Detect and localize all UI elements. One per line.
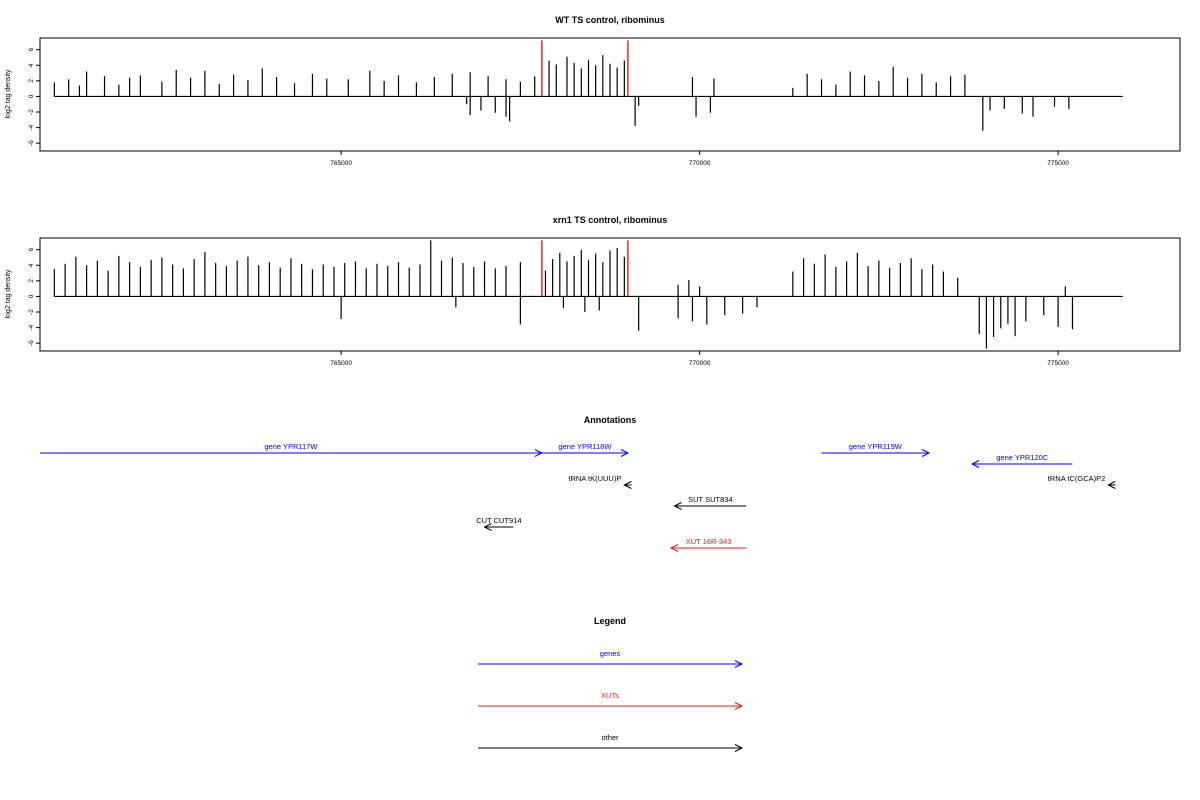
xrn1-x-tick-label: 770000 [689, 360, 711, 367]
annotation-feature: gene YPR119W [821, 442, 931, 457]
annotation-label: tRNA tK(UUU)P [568, 474, 621, 483]
annotation-arrow-head [483, 523, 492, 531]
xrn1-panel-title: xrn1 TS control, ribominus [553, 215, 668, 225]
legend-arrow-head [734, 744, 744, 752]
xrn1-y-tick-label: 2 [28, 279, 35, 283]
annotation-label: tRNA tC(GCA)P2 [1048, 474, 1106, 483]
wt-highlights [541, 40, 629, 97]
legend-label: XUTs [601, 691, 619, 700]
xrn1-plot-frame [39, 237, 1181, 352]
annotation-arrow-head [673, 502, 682, 510]
wt-x-tick-label: 765000 [330, 160, 352, 167]
wt-y-tick-label: -6 [28, 140, 35, 146]
xrn1-highlights [541, 240, 629, 297]
annotation-feature: SUT SUT834 [673, 495, 747, 510]
wt-axes: -6 -4 -2 0 2 4 6 765000 770000 775000 [28, 48, 1069, 167]
annotation-label: gene YPR117W [264, 442, 318, 451]
annotation-arrow-head [1107, 481, 1116, 489]
annotation-feature: CUT CUT914 [476, 516, 522, 531]
annotation-arrow-head [921, 449, 931, 457]
legend-entry: genes [478, 649, 744, 668]
xrn1-x-tick-label: 765000 [330, 360, 352, 367]
xrn1-y-axis-label: log2 tag density [5, 269, 12, 319]
annotation-label: XUT 16R-343 [686, 537, 732, 546]
xrn1-y-tick-label: 4 [28, 263, 35, 267]
annotations-title: Annotations [584, 415, 637, 425]
xrn1-x-tick-label: 775000 [1047, 360, 1069, 367]
legend-entry: XUTs [478, 691, 744, 710]
annotation-label: SUT SUT834 [688, 495, 732, 504]
annotation-arrow-head [970, 460, 980, 468]
legend-label: genes [600, 649, 621, 658]
legend-entry: other [478, 733, 744, 752]
annotation-feature: gene YPR120C [970, 453, 1073, 468]
wt-panel-title: WT TS control, ribominus [555, 15, 665, 25]
wt-y-axis-label: log2 tag density [5, 69, 12, 119]
annotation-features: gene YPR117W gene YPR118W gene YPR119W gene… [40, 442, 1116, 552]
xrn1-y-tick-label: -2 [28, 309, 35, 315]
annotation-label: CUT CUT914 [476, 516, 521, 525]
xrn1-bars [53, 240, 1123, 349]
wt-coverage-panel: WT TS control, ribominus log2 tag densit… [5, 15, 1181, 167]
annotation-feature: XUT 16R-343 [669, 537, 747, 552]
annotation-feature: tRNA tC(GCA)P2 [1048, 474, 1116, 489]
xrn1-y-tick-label: -6 [28, 340, 35, 346]
wt-y-tick-label: 6 [28, 48, 35, 52]
annotation-feature: gene YPR117W [40, 442, 544, 457]
xrn1-coverage-panel: xrn1 TS control, ribominus log2 tag dens… [5, 215, 1181, 367]
wt-bars [53, 55, 1123, 131]
annotation-arrow-head [669, 544, 679, 552]
annotations-panel: Annotations gene YPR117W gene YPR118W gene… [40, 415, 1116, 552]
annotation-label: gene YPR119W [849, 442, 903, 451]
wt-y-tick-label: -4 [28, 124, 35, 130]
wt-x-tick-label: 775000 [1047, 160, 1069, 167]
xrn1-axes: -6 -4 -2 0 2 4 6 765000 770000 775000 [28, 248, 1069, 367]
legend-title: Legend [594, 616, 626, 626]
legend-arrow-head [734, 702, 744, 710]
wt-y-tick-label: -2 [28, 109, 35, 115]
legend-entries: genes XUTs other [478, 649, 744, 752]
xrn1-y-tick-label: 0 [28, 294, 35, 298]
annotation-arrow-head [620, 449, 630, 457]
annotation-feature: tRNA tK(UUU)P [568, 474, 632, 489]
annotation-label: gene YPR120C [996, 453, 1049, 462]
legend-arrow-head [734, 660, 744, 668]
wt-y-tick-label: 2 [28, 79, 35, 83]
xrn1-y-tick-label: 6 [28, 248, 35, 252]
wt-x-tick-label: 770000 [689, 160, 711, 167]
annotation-label: gene YPR118W [558, 442, 612, 451]
wt-y-tick-label: 0 [28, 94, 35, 98]
annotation-feature: gene YPR118W [541, 442, 630, 457]
xrn1-y-tick-label: -4 [28, 324, 35, 330]
annotation-arrow-head [623, 481, 632, 489]
wt-plot-frame [39, 37, 1181, 152]
wt-y-tick-label: 4 [28, 63, 35, 67]
legend-label: other [601, 733, 619, 742]
legend-panel: Legend genes XUTs other [478, 616, 744, 752]
